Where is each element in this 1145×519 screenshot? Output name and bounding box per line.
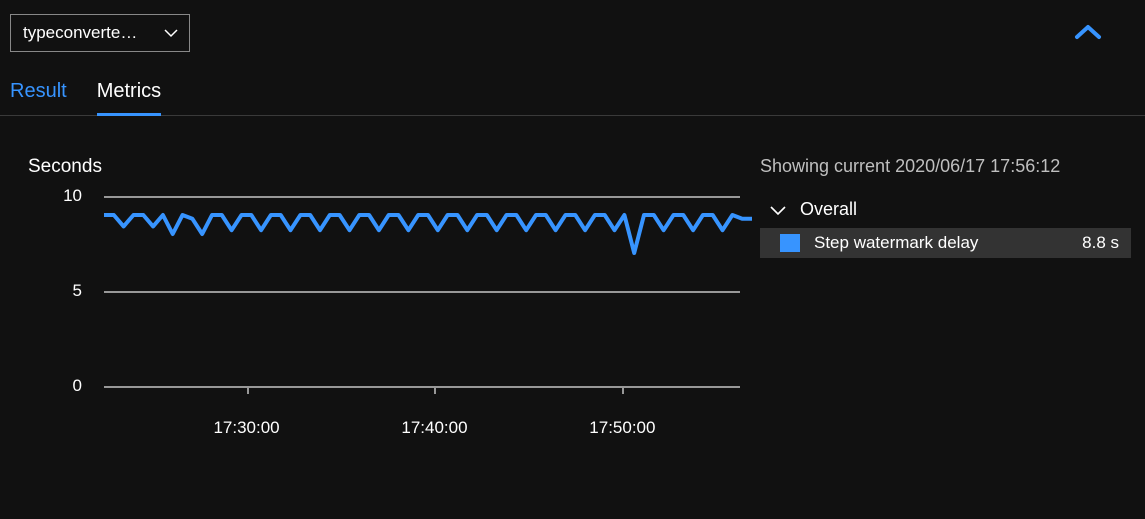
legend-group-label: Overall [800, 199, 857, 220]
legend-item-value: 8.8 s [1082, 233, 1119, 253]
tabs: Result Metrics [0, 52, 1145, 116]
legend-item[interactable]: Step watermark delay 8.8 s [760, 228, 1131, 258]
y-tick-label: 5 [73, 281, 96, 301]
y-tick-label: 10 [63, 186, 96, 206]
legend-showing-text: Showing current 2020/06/17 17:56:12 [760, 156, 1131, 177]
chart-y-axis-title: Seconds [28, 156, 740, 178]
legend-group-overall[interactable]: Overall [760, 193, 1131, 226]
tab-result[interactable]: Result [10, 80, 67, 115]
chart-series [104, 196, 752, 390]
scope-dropdown[interactable]: typeconverte… [10, 14, 190, 52]
x-tick-label: 17:40:00 [401, 418, 467, 438]
chevron-up-icon [1073, 23, 1103, 43]
x-tick-label: 17:30:00 [213, 418, 279, 438]
legend-item-label: Step watermark delay [814, 233, 1068, 253]
y-tick-label: 0 [73, 376, 96, 396]
dropdown-label: typeconverte… [23, 23, 137, 43]
chevron-down-icon [163, 25, 179, 41]
x-tick-label: 17:50:00 [589, 418, 655, 438]
chart-area: Seconds 051017:30:0017:40:0017:50:00 [0, 156, 740, 406]
legend-area: Showing current 2020/06/17 17:56:12 Over… [740, 156, 1145, 406]
legend-swatch [780, 234, 800, 252]
chart: 051017:30:0017:40:0017:50:00 [46, 196, 740, 406]
chevron-down-icon [768, 203, 788, 217]
collapse-button[interactable] [1071, 21, 1105, 45]
tab-metrics[interactable]: Metrics [97, 80, 161, 115]
